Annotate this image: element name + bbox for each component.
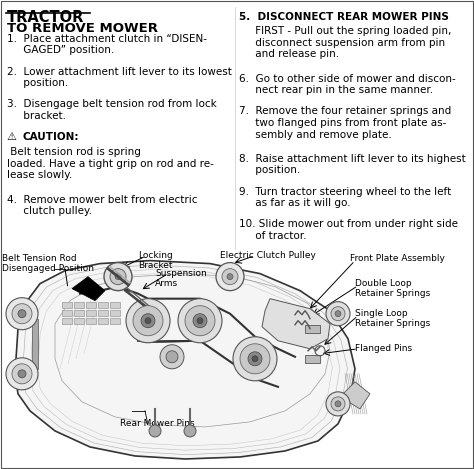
Text: 5.  DISCONNECT REAR MOWER PINS: 5. DISCONNECT REAR MOWER PINS [239,12,449,22]
Text: 10. Slide mower out from under right side
     of tractor.: 10. Slide mower out from under right sid… [239,219,458,241]
Text: ⚠: ⚠ [7,132,20,142]
Text: 6.  Go to other side of mower and discon-
     nect rear pin in the same manner.: 6. Go to other side of mower and discon-… [239,74,456,95]
Polygon shape [74,310,84,316]
Polygon shape [98,302,108,308]
Polygon shape [262,299,330,349]
Polygon shape [86,318,96,324]
Polygon shape [98,310,108,316]
Text: 3.  Disengage belt tension rod from lock
     bracket.: 3. Disengage belt tension rod from lock … [7,99,217,121]
Circle shape [6,298,38,330]
Circle shape [248,352,262,366]
Text: 2.  Lower attachment lift lever to its lowest
     position.: 2. Lower attachment lift lever to its lo… [7,67,232,88]
Text: 8.  Raise attachment lift lever to its highest
     position.: 8. Raise attachment lift lever to its hi… [239,154,466,175]
Polygon shape [305,325,320,333]
Polygon shape [305,355,320,363]
Text: Front Plate Assembly: Front Plate Assembly [350,254,445,263]
Circle shape [227,273,233,280]
Polygon shape [86,310,96,316]
Polygon shape [74,318,84,324]
Text: 7.  Remove the four retainer springs and
     two flanged pins from front plate : 7. Remove the four retainer springs and … [239,106,452,140]
Circle shape [115,273,121,280]
Circle shape [240,344,270,374]
Circle shape [185,306,215,336]
Circle shape [110,269,126,285]
Circle shape [335,310,341,317]
Polygon shape [74,302,84,308]
Text: Single Loop
Retainer Springs: Single Loop Retainer Springs [355,309,430,328]
Circle shape [104,263,132,291]
Circle shape [160,345,184,369]
Text: Suspension
Arms: Suspension Arms [155,269,207,288]
Circle shape [331,307,345,321]
Circle shape [233,337,277,381]
Text: 9.  Turn tractor steering wheel to the left
     as far as it will go.: 9. Turn tractor steering wheel to the le… [239,187,452,208]
Text: Double Loop
Retainer Springs: Double Loop Retainer Springs [355,279,430,298]
Circle shape [335,401,341,407]
Circle shape [178,299,222,343]
Text: Locking
Bracket: Locking Bracket [138,250,173,270]
Text: 4.  Remove mower belt from electric
     clutch pulley.: 4. Remove mower belt from electric clutc… [7,195,198,216]
Polygon shape [62,302,72,308]
Polygon shape [72,277,105,301]
Polygon shape [98,318,108,324]
Circle shape [141,314,155,328]
Polygon shape [110,318,120,324]
Polygon shape [62,318,72,324]
Circle shape [222,269,238,285]
Circle shape [133,306,163,336]
Circle shape [18,370,26,378]
Polygon shape [62,310,72,316]
Circle shape [216,263,244,291]
Text: TO REMOVE MOWER: TO REMOVE MOWER [7,22,158,35]
Text: Rear Mower Pins: Rear Mower Pins [120,419,195,428]
Circle shape [12,304,32,324]
Circle shape [6,358,38,390]
Text: TRACTOR: TRACTOR [7,10,84,25]
Text: 1.  Place attachment clutch in “DISEN-
     GAGED” position.: 1. Place attachment clutch in “DISEN- GA… [7,34,207,55]
Polygon shape [110,310,120,316]
Text: FIRST - Pull out the spring loaded pin,
     disconnect suspension arm from pin
: FIRST - Pull out the spring loaded pin, … [239,26,452,60]
Text: Electric Clutch Pulley: Electric Clutch Pulley [220,250,316,259]
Circle shape [197,318,203,324]
Circle shape [145,318,151,324]
Circle shape [18,310,26,318]
Circle shape [149,425,161,437]
Circle shape [166,351,178,363]
Circle shape [326,302,350,326]
Polygon shape [340,382,370,409]
Polygon shape [15,261,355,459]
Circle shape [12,364,32,384]
Circle shape [126,299,170,343]
Text: Belt Tension Rod
Disengaged Position: Belt Tension Rod Disengaged Position [2,254,94,273]
Text: Belt tension rod is spring
loaded. Have a tight grip on rod and re-
lease slowly: Belt tension rod is spring loaded. Have … [7,147,214,181]
Text: CAUTION:: CAUTION: [22,132,79,142]
Polygon shape [110,302,120,308]
Text: Flanged Pins: Flanged Pins [355,344,412,353]
Circle shape [193,314,207,328]
Circle shape [326,392,350,416]
Circle shape [331,397,345,411]
Circle shape [184,425,196,437]
Polygon shape [86,302,96,308]
Circle shape [252,356,258,362]
Polygon shape [32,319,38,369]
